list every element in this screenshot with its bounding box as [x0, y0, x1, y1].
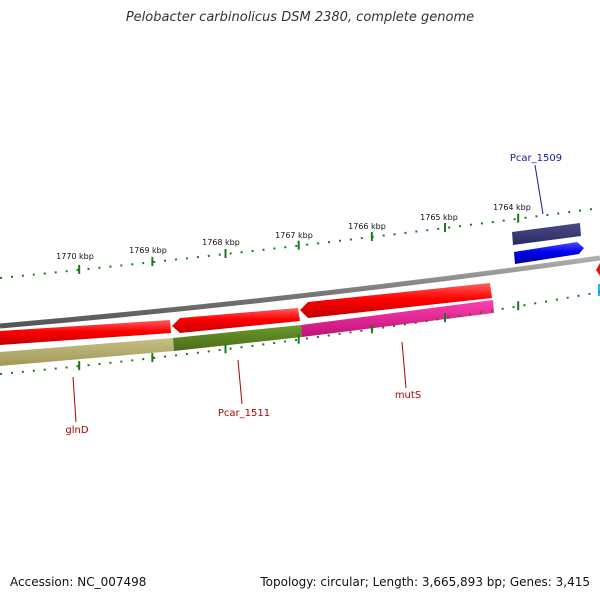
map-title: Pelobacter carbinolicus DSM 2380, comple… — [125, 10, 475, 25]
gene-red-middle[interactable] — [172, 308, 300, 333]
tick-label-1767: 1767 kbp — [275, 231, 313, 240]
major-tick-group — [78, 213, 520, 274]
gene-red-right[interactable] — [300, 283, 492, 318]
gene-red-left[interactable] — [0, 320, 171, 345]
leader-pcar-1511 — [237, 359, 243, 405]
gene-label-pcar-1511: Pcar_1511 — [218, 408, 270, 419]
gene-muts[interactable] — [301, 300, 494, 337]
tick-label-1766: 1766 kbp — [348, 222, 386, 231]
gene-pcar-1509-blue[interactable] — [514, 242, 584, 264]
accession-text: Accession: NC_007498 — [10, 575, 147, 589]
upper-tick-ring — [0, 207, 600, 279]
genome-summary-text: Topology: circular; Length: 3,665,893 bp… — [260, 575, 590, 589]
gene-label-glnd: glnD — [65, 425, 88, 436]
tick-label-1764: 1764 kbp — [493, 203, 531, 212]
tick-label-1769: 1769 kbp — [129, 246, 167, 255]
leader-pcar-1509 — [534, 164, 544, 215]
gene-red-arrow-edge — [596, 263, 600, 276]
leader-glnd — [72, 376, 77, 423]
gene-pcar-1511[interactable] — [173, 325, 302, 351]
major-tick-group-lower — [78, 301, 520, 371]
genome-backbone — [0, 255, 600, 329]
gene-glnd[interactable] — [0, 338, 174, 366]
tick-label-1768: 1768 kbp — [202, 238, 240, 247]
gene-pcar-1509-navy — [512, 223, 581, 245]
gene-label-pcar-1509: Pcar_1509 — [510, 153, 562, 164]
gene-label-muts: mutS — [395, 390, 421, 401]
leader-muts — [401, 341, 407, 389]
tick-label-1765: 1765 kbp — [420, 213, 458, 222]
tick-label-1770: 1770 kbp — [56, 252, 94, 261]
